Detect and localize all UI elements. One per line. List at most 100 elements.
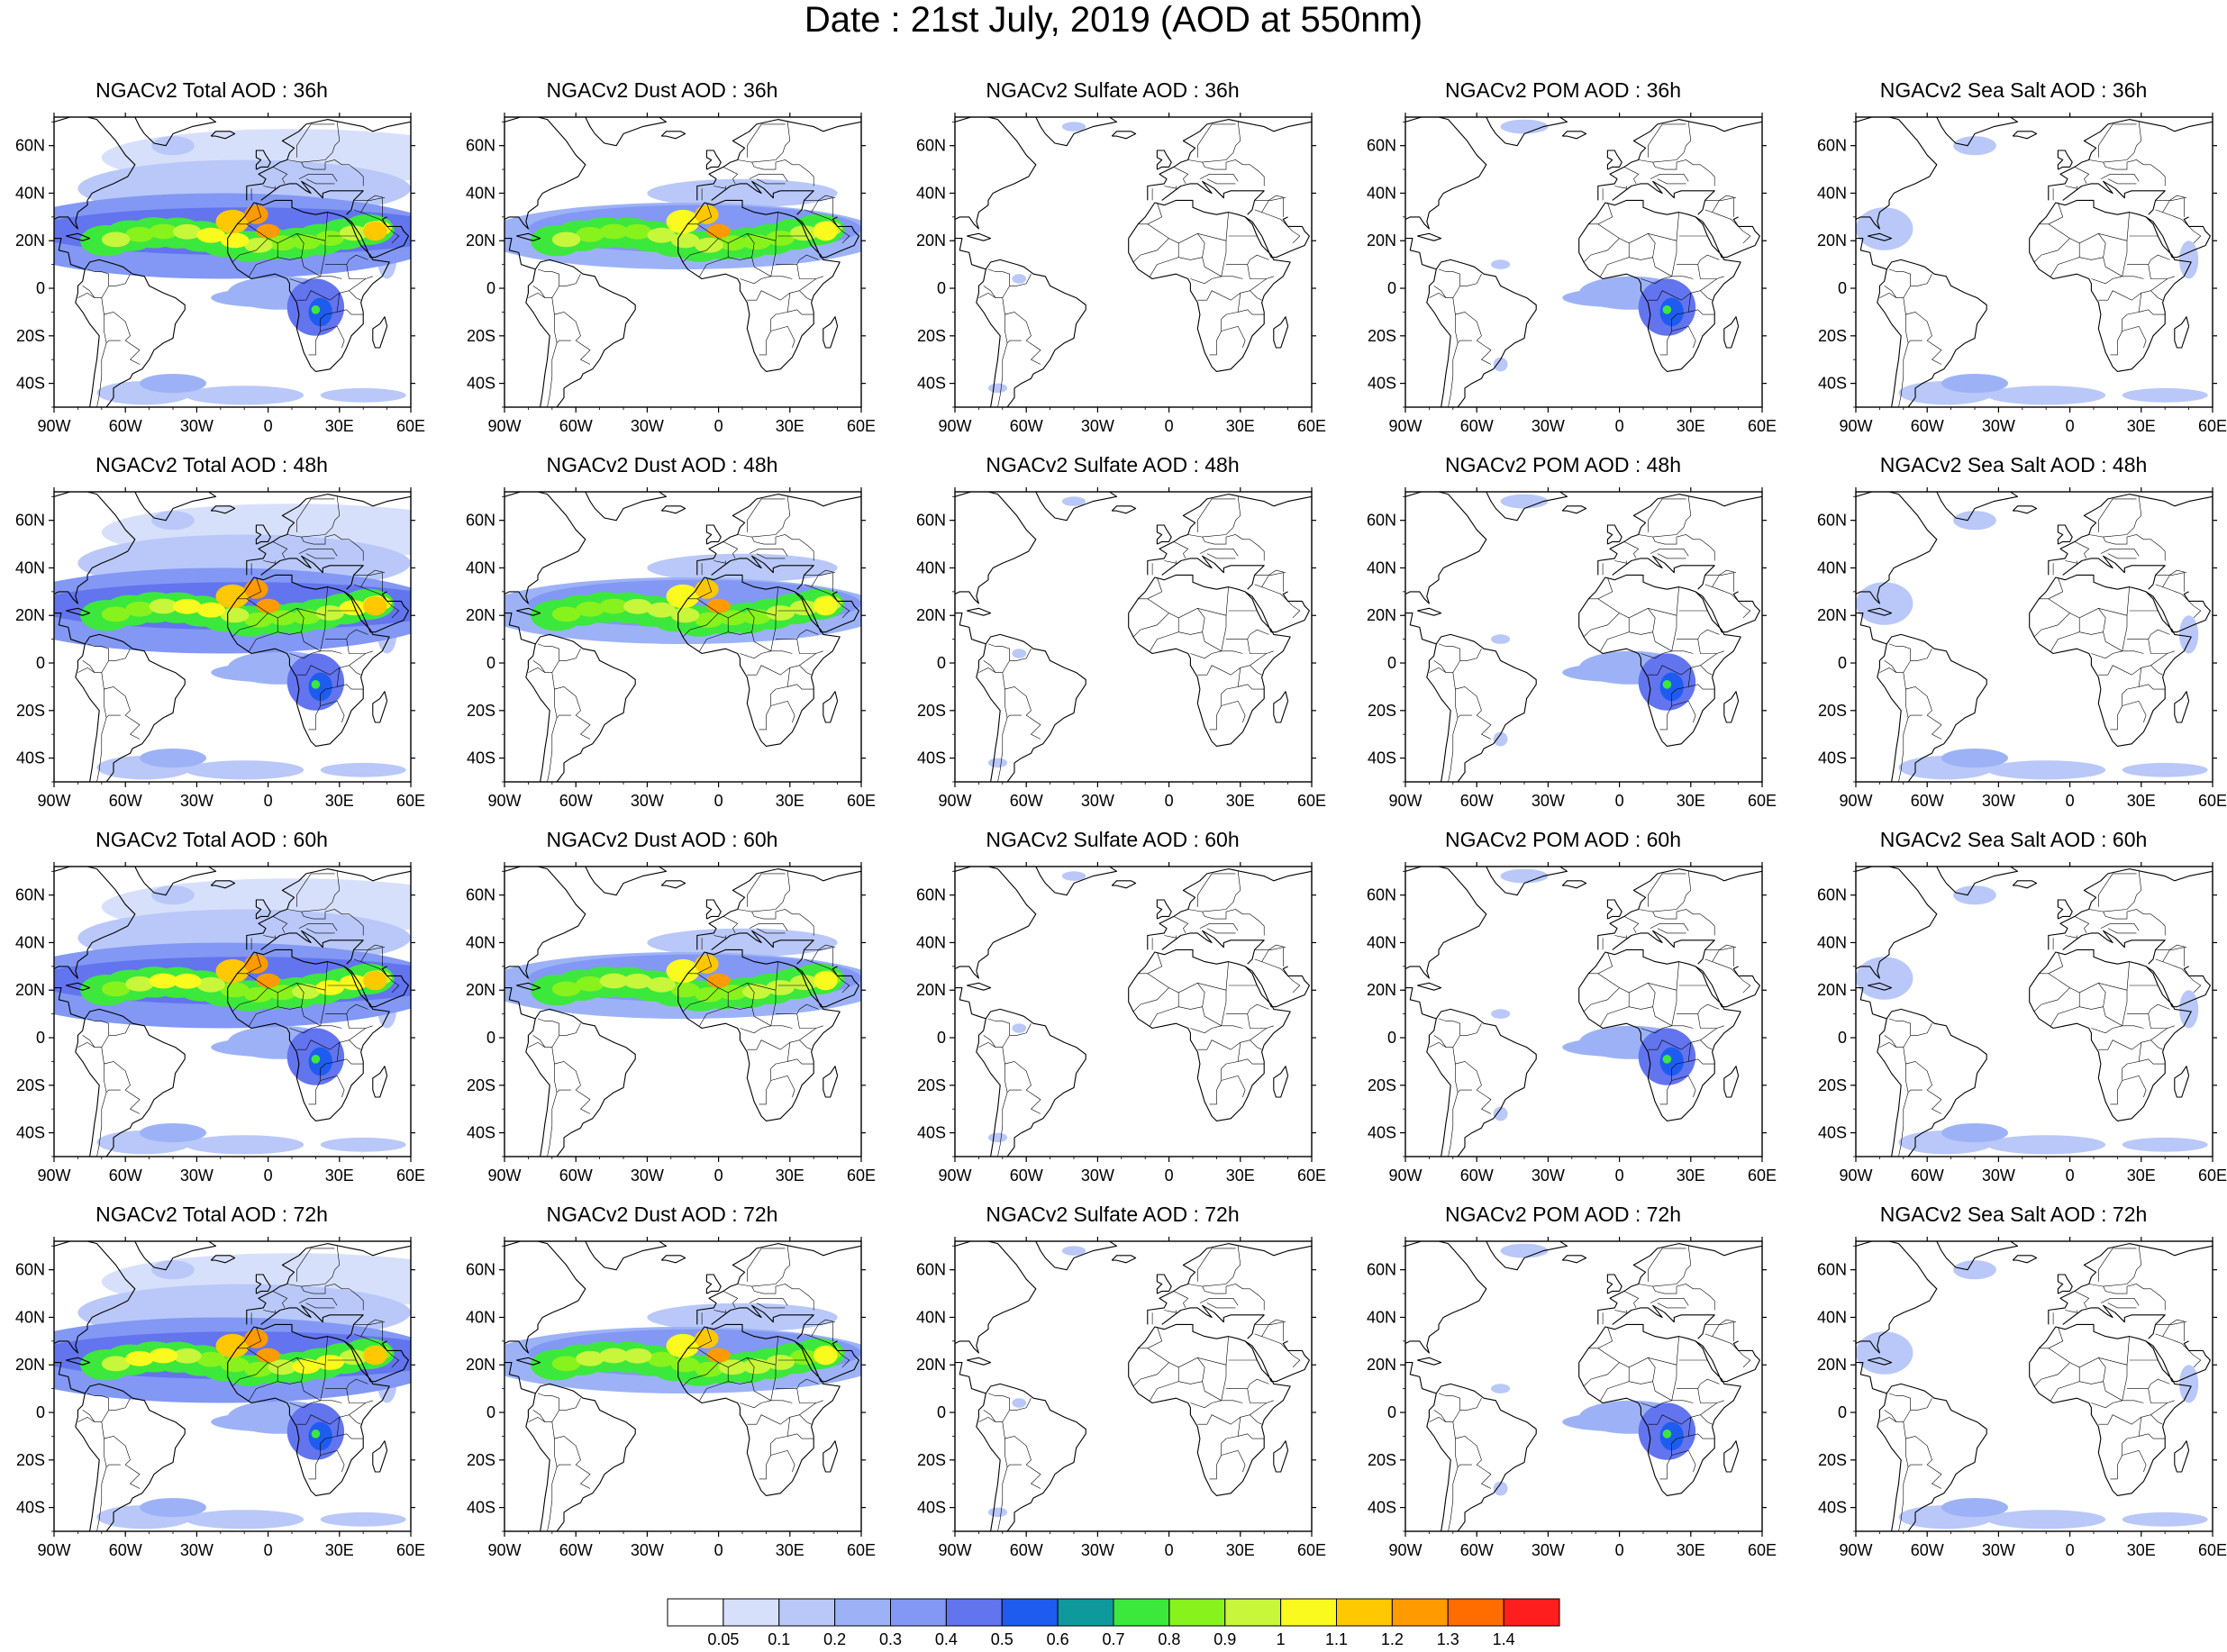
aod-contour bbox=[1662, 305, 1672, 314]
y-tick-label: 60N bbox=[1367, 512, 1396, 530]
x-tick-label: 30W bbox=[180, 1166, 214, 1185]
x-tick-label: 0 bbox=[1165, 1166, 1174, 1185]
aod-contour bbox=[1500, 868, 1549, 884]
aod-contour bbox=[320, 1137, 406, 1152]
aod-map: 90W 60W 30W 0 30E 60E 60N 40N 20N 0 20S 40S bbox=[1817, 1237, 2227, 1559]
y-tick-label: 60N bbox=[1817, 512, 1847, 530]
aod-contour bbox=[256, 973, 280, 988]
aod-contour bbox=[647, 553, 838, 583]
aod-contour bbox=[576, 226, 604, 242]
x-tick-label: 60E bbox=[847, 1166, 876, 1185]
aod-contour bbox=[363, 596, 387, 616]
aod-contour bbox=[101, 981, 131, 997]
x-tick-label: 0 bbox=[1615, 1541, 1624, 1559]
panel-title: NGACv2 Dust AOD : 60h bbox=[546, 828, 778, 851]
coastlines bbox=[955, 117, 1312, 407]
aod-contour bbox=[1659, 297, 1684, 327]
colorbar-label: 1.3 bbox=[1437, 1630, 1459, 1647]
aod-map: 90W 60W 30W 0 30E 60E 60N 40N 20N 0 20S 40S bbox=[1817, 113, 2227, 435]
y-tick-label: 40S bbox=[1818, 375, 1847, 393]
x-tick-label: 30E bbox=[1677, 1541, 1705, 1559]
map-panel-seasalt-48h: NGACv2 Sea Salt AOD : 48h 90W 60W 30W 0 30E 60… bbox=[1802, 452, 2227, 810]
x-tick-label: 30W bbox=[180, 1541, 214, 1559]
y-tick-label: 20N bbox=[1817, 606, 1847, 624]
aod-contour bbox=[125, 226, 154, 242]
x-tick-label: 30W bbox=[1532, 417, 1565, 435]
aod-contour bbox=[647, 1303, 838, 1332]
colorbar-label: 1.1 bbox=[1325, 1630, 1348, 1647]
y-tick-label: 60N bbox=[466, 137, 495, 155]
x-tick-label: 0 bbox=[264, 1166, 273, 1185]
aod-contour bbox=[1493, 357, 1508, 372]
y-tick-label: 0 bbox=[36, 1403, 45, 1421]
aod-contour bbox=[1662, 680, 1672, 689]
aod-contour bbox=[1012, 274, 1027, 284]
x-tick-label: 30W bbox=[180, 792, 214, 810]
x-tick-label: 30E bbox=[1226, 1541, 1255, 1559]
y-tick-label: 40S bbox=[467, 1499, 495, 1517]
aod-field bbox=[504, 1241, 861, 1531]
y-tick-label: 0 bbox=[1838, 1029, 1847, 1047]
y-tick-label: 60N bbox=[15, 1261, 45, 1279]
x-tick-label: 60W bbox=[109, 1166, 142, 1185]
aod-contour bbox=[766, 980, 795, 995]
y-tick-label: 40N bbox=[1817, 558, 1847, 576]
aod-contour bbox=[185, 386, 305, 405]
aod-contour bbox=[670, 232, 700, 249]
y-tick-label: 40N bbox=[1367, 1308, 1396, 1326]
aod-map: 90W 60W 30W 0 30E 60E 60N 40N 20N 0 20S 40S bbox=[916, 1237, 1326, 1559]
y-tick-label: 60N bbox=[1817, 137, 1847, 155]
country-borders bbox=[77, 122, 400, 407]
x-tick-label: 90W bbox=[487, 417, 521, 435]
colorbar-swatch bbox=[1447, 1598, 1504, 1627]
aod-map: 90W 60W 30W 0 30E 60E 60N 40N 20N 0 20S 40S bbox=[1367, 1237, 1777, 1559]
y-tick-label: 20N bbox=[1817, 1356, 1847, 1374]
y-tick-label: 40S bbox=[1368, 375, 1396, 393]
colorbar-label: 0.8 bbox=[1158, 1630, 1180, 1647]
aod-contour bbox=[311, 680, 321, 689]
aod-contour bbox=[173, 1348, 202, 1364]
y-tick-label: 20N bbox=[15, 1356, 45, 1374]
x-tick-label: 0 bbox=[264, 1541, 273, 1559]
aod-contour bbox=[623, 973, 652, 989]
map-panel-pom-36h: NGACv2 POM AOD : 36h 90W 60W 30W 0 30E 60E 60N 4… bbox=[1351, 77, 1777, 435]
x-tick-label: 60E bbox=[396, 417, 425, 435]
x-tick-label: 30W bbox=[1982, 417, 2015, 435]
x-tick-label: 30W bbox=[1532, 1166, 1565, 1185]
colorbar-label: 1.2 bbox=[1381, 1630, 1404, 1647]
x-tick-label: 90W bbox=[1388, 1166, 1422, 1185]
map-panel-total-72h: NGACv2 Total AOD : 72h 90W 60W 30W 0 30E 60E 60… bbox=[0, 1202, 425, 1559]
y-tick-label: 60N bbox=[466, 1261, 495, 1279]
panel-title: NGACv2 Dust AOD : 72h bbox=[546, 1203, 778, 1226]
aod-field bbox=[54, 117, 411, 407]
aod-contour bbox=[718, 1359, 748, 1375]
x-tick-label: 30W bbox=[1081, 1166, 1114, 1185]
x-tick-label: 60W bbox=[109, 417, 142, 435]
aod-contour bbox=[551, 231, 581, 248]
map-panel-dust-36h: NGACv2 Dust AOD : 36h 90W 60W 30W 0 30E 60E 60N… bbox=[450, 77, 876, 435]
aod-contour bbox=[2179, 241, 2199, 279]
aod-contour bbox=[1941, 1498, 2008, 1518]
map-panel-pom-60h: NGACv2 POM AOD : 60h 90W 60W 30W 0 30E 60E 60N 4… bbox=[1351, 827, 1777, 1185]
aod-contour bbox=[308, 672, 332, 702]
aod-contour bbox=[718, 985, 748, 1001]
x-tick-label: 60W bbox=[559, 1166, 593, 1185]
aod-contour bbox=[311, 305, 321, 314]
aod-contour bbox=[1493, 1106, 1508, 1121]
x-tick-label: 60E bbox=[396, 1166, 425, 1185]
x-tick-label: 0 bbox=[1615, 792, 1624, 810]
aod-contour bbox=[1986, 1510, 2106, 1529]
aod-contour bbox=[1659, 1421, 1684, 1451]
aod-contour bbox=[2122, 1511, 2208, 1527]
y-tick-label: 0 bbox=[1387, 279, 1396, 297]
map-panel-total-48h: NGACv2 Total AOD : 48h 90W 60W 30W 0 30E 60E 60… bbox=[0, 452, 425, 810]
aod-contour bbox=[244, 612, 273, 628]
x-tick-label: 30E bbox=[2127, 417, 2156, 435]
panel-title: NGACv2 POM AOD : 48h bbox=[1444, 453, 1682, 477]
y-tick-label: 20S bbox=[467, 1451, 495, 1469]
aod-contour bbox=[1856, 207, 1913, 250]
aod-contour bbox=[1953, 136, 1996, 156]
map-panel-total-36h: NGACv2 Total AOD : 36h 90W 60W 30W 0 30E 60E 60… bbox=[0, 77, 425, 435]
x-tick-label: 60W bbox=[1911, 417, 1944, 435]
y-tick-label: 20S bbox=[1818, 327, 1847, 345]
